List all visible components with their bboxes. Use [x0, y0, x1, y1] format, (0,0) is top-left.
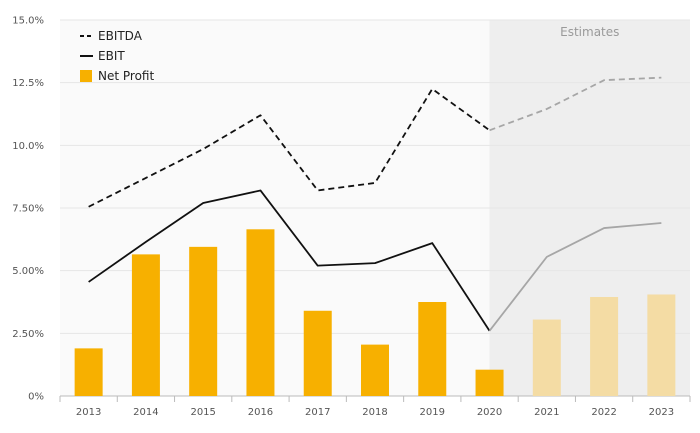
- legend-ebit-label: EBIT: [98, 49, 125, 63]
- y-axis-ticks: 0% 2.50% 5.00% 7.50% 10.0% 12.5% 15.0%: [12, 16, 44, 403]
- line-series: [88, 76, 662, 332]
- net-profit-bar: [532, 319, 561, 396]
- x-tick-label: 2021: [534, 407, 559, 418]
- net-profit-bar: [189, 246, 218, 396]
- y-tick-label: 0%: [28, 392, 44, 403]
- net-profit-bar: [418, 302, 447, 396]
- net-profit-bar: [590, 296, 619, 396]
- net-profit-bar: [131, 254, 160, 396]
- net-profit-bar: [475, 369, 504, 396]
- x-tick-label: 2016: [248, 407, 273, 418]
- x-tick-label: 2017: [305, 407, 330, 418]
- legend-net-profit-marker: [80, 70, 92, 82]
- ebit-estimate-line: [488, 222, 662, 332]
- x-tick-label: 2023: [649, 407, 674, 418]
- net-profit-bar: [246, 229, 275, 396]
- x-tick-label: 2014: [133, 407, 158, 418]
- legend-ebitda-label: EBITDA: [98, 29, 143, 43]
- ebit-line: [88, 189, 491, 332]
- net-profit-bars: [74, 229, 676, 396]
- estimates-label: Estimates: [560, 25, 619, 39]
- net-profit-bar: [647, 294, 676, 396]
- x-tick-label: 2019: [420, 407, 445, 418]
- x-tick-label: 2020: [477, 407, 502, 418]
- ebitda-estimate-line: [489, 76, 662, 132]
- x-tick-label: 2022: [591, 407, 616, 418]
- y-tick-label: 15.0%: [12, 16, 44, 27]
- legend-net-profit-label: Net Profit: [98, 69, 154, 83]
- y-tick-label: 2.50%: [12, 329, 44, 340]
- y-tick-label: 5.00%: [12, 266, 44, 277]
- x-tick-label: 2015: [190, 407, 215, 418]
- x-tick-label: 2013: [76, 407, 101, 418]
- net-profit-bar: [361, 344, 389, 396]
- net-profit-bar: [74, 348, 103, 396]
- net-profit-bar: [303, 310, 332, 396]
- x-axis-ticks: 2013 2014 2015 2016 2017 2018 2019 2020 2021 2022…: [59, 396, 691, 418]
- legend: EBITDA EBIT Net Profit: [80, 29, 154, 83]
- x-tick-label: 2018: [362, 407, 387, 418]
- y-tick-label: 10.0%: [12, 141, 44, 152]
- y-tick-label: 7.50%: [12, 204, 44, 215]
- ebitda-line: [88, 88, 491, 208]
- y-tick-label: 12.5%: [12, 78, 44, 89]
